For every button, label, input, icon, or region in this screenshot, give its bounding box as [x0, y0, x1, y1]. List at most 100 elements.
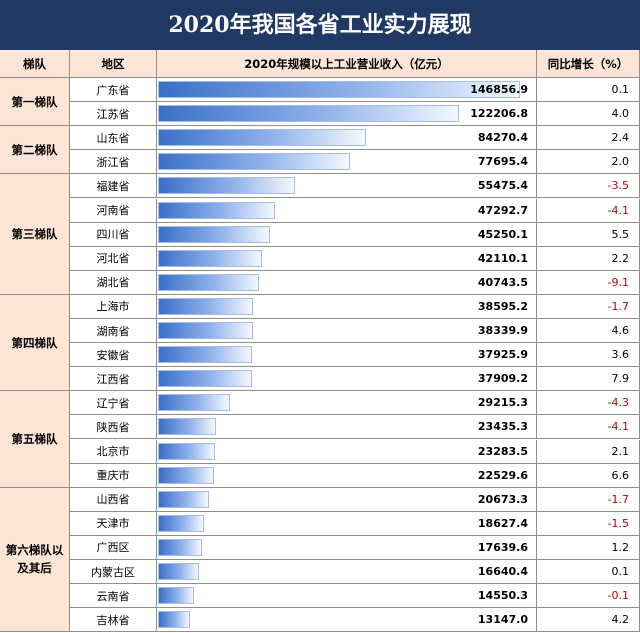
bar-cell: 38595.2 — [157, 294, 537, 319]
growth-value: 7.9 — [537, 367, 640, 392]
bar-cell: 42110.1 — [157, 246, 537, 271]
tier-label: 第三梯队 — [0, 174, 70, 295]
growth-value: 3.6 — [537, 343, 640, 368]
revenue-value: 38339.9 — [477, 324, 528, 338]
tier-label: 第五梯队 — [0, 391, 70, 488]
bar-cell: 122206.8 — [157, 102, 537, 127]
region-label: 山西省 — [70, 487, 157, 512]
region-label: 辽宁省 — [70, 391, 157, 416]
bar-cell: 77695.4 — [157, 150, 537, 175]
revenue-value: 14550.3 — [477, 589, 528, 603]
revenue-bar — [158, 201, 275, 219]
revenue-bar — [158, 563, 200, 581]
tier-label: 第一梯队 — [0, 78, 70, 127]
revenue-bar — [158, 346, 252, 364]
growth-value: 0.1 — [537, 560, 640, 585]
growth-value: -0.1 — [537, 584, 640, 609]
revenue-bar — [158, 394, 231, 412]
region-label: 浙江省 — [70, 150, 157, 175]
revenue-bar — [158, 322, 253, 340]
revenue-value: 22529.6 — [477, 468, 528, 482]
revenue-bar — [158, 490, 209, 508]
revenue-bar — [158, 514, 204, 532]
region-label: 广西区 — [70, 535, 157, 560]
revenue-value: 42110.1 — [477, 251, 528, 265]
growth-value: 1.2 — [537, 535, 640, 560]
revenue-value: 18627.4 — [477, 516, 528, 530]
region-label: 内蒙古区 — [70, 560, 157, 585]
bar-cell: 40743.5 — [157, 270, 537, 295]
revenue-value: 37909.2 — [477, 372, 528, 386]
revenue-bar — [158, 177, 295, 195]
industry-table: 梯队 地区 2020年规模以上工业营业收入（亿元） 同比增长（%） 第一梯队 第二梯队 第三… — [0, 50, 640, 633]
growth-value: -9.1 — [537, 270, 640, 295]
revenue-value: 17639.6 — [477, 540, 528, 554]
growth-value: -4.1 — [537, 198, 640, 223]
revenue-bar — [158, 129, 366, 147]
growth-value: 4.2 — [537, 608, 640, 633]
bar-cell: 37925.9 — [157, 343, 537, 368]
revenue-value: 45250.1 — [477, 227, 528, 241]
revenue-value: 84270.4 — [477, 131, 528, 145]
region-label: 江西省 — [70, 367, 157, 392]
header-revenue: 2020年规模以上工业营业收入（亿元） — [157, 50, 537, 78]
region-label: 上海市 — [70, 294, 157, 319]
region-label: 四川省 — [70, 222, 157, 247]
bar-cell: 20673.3 — [157, 487, 537, 512]
region-label: 福建省 — [70, 174, 157, 199]
tier-label: 第四梯队 — [0, 294, 70, 392]
revenue-bar — [158, 466, 214, 484]
revenue-bar — [158, 297, 254, 315]
header-tier: 梯队 — [0, 50, 70, 78]
revenue-value: 20673.3 — [477, 492, 528, 506]
bar-cell: 146856.9 — [157, 78, 537, 103]
revenue-bar — [158, 611, 191, 629]
region-label: 江苏省 — [70, 102, 157, 127]
region-label: 山东省 — [70, 126, 157, 151]
growth-value: -1.7 — [537, 294, 640, 319]
revenue-bar — [158, 105, 460, 123]
revenue-bar — [158, 273, 259, 291]
bar-cell: 37909.2 — [157, 367, 537, 392]
bar-cell: 17639.6 — [157, 535, 537, 560]
revenue-bar — [158, 249, 262, 267]
page-title: 2020年我国各省工业实力展现 — [0, 0, 640, 50]
bar-cell: 47292.7 — [157, 198, 537, 223]
revenue-value: 47292.7 — [477, 203, 528, 217]
growth-value: 0.1 — [537, 78, 640, 103]
bar-cell: 45250.1 — [157, 222, 537, 247]
revenue-value: 37925.9 — [477, 348, 528, 362]
growth-value: 6.6 — [537, 463, 640, 488]
region-label: 湖北省 — [70, 270, 157, 295]
bar-cell: 22529.6 — [157, 463, 537, 488]
region-label: 湖南省 — [70, 319, 157, 344]
revenue-bar — [158, 442, 216, 460]
bar-cell: 14550.3 — [157, 584, 537, 609]
region-label: 北京市 — [70, 439, 157, 464]
bar-cell: 23283.5 — [157, 439, 537, 464]
growth-value: 2.4 — [537, 126, 640, 151]
revenue-bar — [158, 587, 194, 605]
bar-cell: 13147.0 — [157, 608, 537, 633]
bar-cell: 16640.4 — [157, 560, 537, 585]
revenue-value: 13147.0 — [477, 613, 528, 627]
revenue-value: 23435.3 — [477, 420, 528, 434]
region-label: 河南省 — [70, 198, 157, 223]
growth-value: -1.5 — [537, 511, 640, 536]
bar-cell: 38339.9 — [157, 319, 537, 344]
region-label: 重庆市 — [70, 463, 157, 488]
bar-cell: 29215.3 — [157, 391, 537, 416]
region-label: 吉林省 — [70, 608, 157, 633]
region-label: 安徽省 — [70, 343, 157, 368]
region-label: 广东省 — [70, 78, 157, 103]
revenue-bar — [158, 418, 216, 436]
header-growth: 同比增长（%） — [537, 50, 640, 78]
growth-value: 5.5 — [537, 222, 640, 247]
growth-value: 2.1 — [537, 439, 640, 464]
revenue-bar — [158, 153, 350, 171]
tier-label: 第二梯队 — [0, 126, 70, 175]
revenue-bar — [158, 538, 202, 556]
growth-value: 4.0 — [537, 102, 640, 127]
growth-value: -1.7 — [537, 487, 640, 512]
